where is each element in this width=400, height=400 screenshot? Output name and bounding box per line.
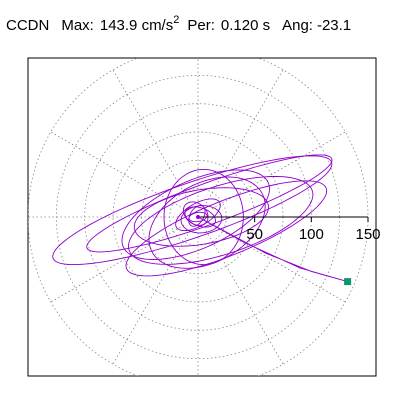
- radial-tick-label: 150: [355, 226, 380, 243]
- motion-trace: [52, 154, 348, 283]
- trace-loop: [148, 176, 266, 269]
- max-label: Max:: [61, 17, 94, 34]
- grid-spoke: [50, 224, 185, 303]
- max-unit-exponent: 2: [173, 14, 180, 26]
- plot-frame: [27, 57, 377, 377]
- grid-spoke: [205, 69, 284, 204]
- markers: [196, 215, 352, 286]
- origin-marker: [196, 215, 200, 219]
- grid-spoke: [211, 224, 346, 303]
- grid-spoke: [211, 131, 346, 210]
- trace-loop: [52, 155, 333, 266]
- trace-loop: [180, 205, 223, 234]
- trace-loop: [121, 169, 270, 260]
- period-label: Per:: [187, 17, 215, 34]
- trace-loop: [163, 168, 244, 266]
- radial-tick-label: 100: [299, 226, 324, 243]
- grid-spoke: [112, 230, 191, 365]
- radial-ticks: 50 100 150: [246, 217, 381, 243]
- max-value: 143.9 cm/s: [99, 17, 174, 34]
- trace-tail: [197, 216, 348, 283]
- trace-loop: [182, 201, 209, 226]
- grid-spoke: [50, 131, 185, 210]
- grid-spoke: [112, 69, 191, 204]
- grid-spoke: [205, 230, 284, 365]
- trace-loop: [128, 176, 314, 265]
- angle-value: -23.1: [316, 17, 352, 34]
- peak-marker: [344, 278, 352, 286]
- radial-tick-label: 50: [246, 226, 263, 243]
- station-code: CCDN: [6, 17, 50, 34]
- trace-loop: [188, 211, 208, 223]
- trace-loop: [133, 187, 269, 247]
- chart-title: CCDN Max: 143.9 cm/s2 Per: 0.120 s Ang: -23.1: [6, 14, 352, 35]
- angle-label: Ang:: [282, 17, 313, 34]
- period-value: 0.120 s: [220, 17, 271, 34]
- trace-loop: [125, 180, 328, 277]
- trace-loop: [86, 154, 333, 253]
